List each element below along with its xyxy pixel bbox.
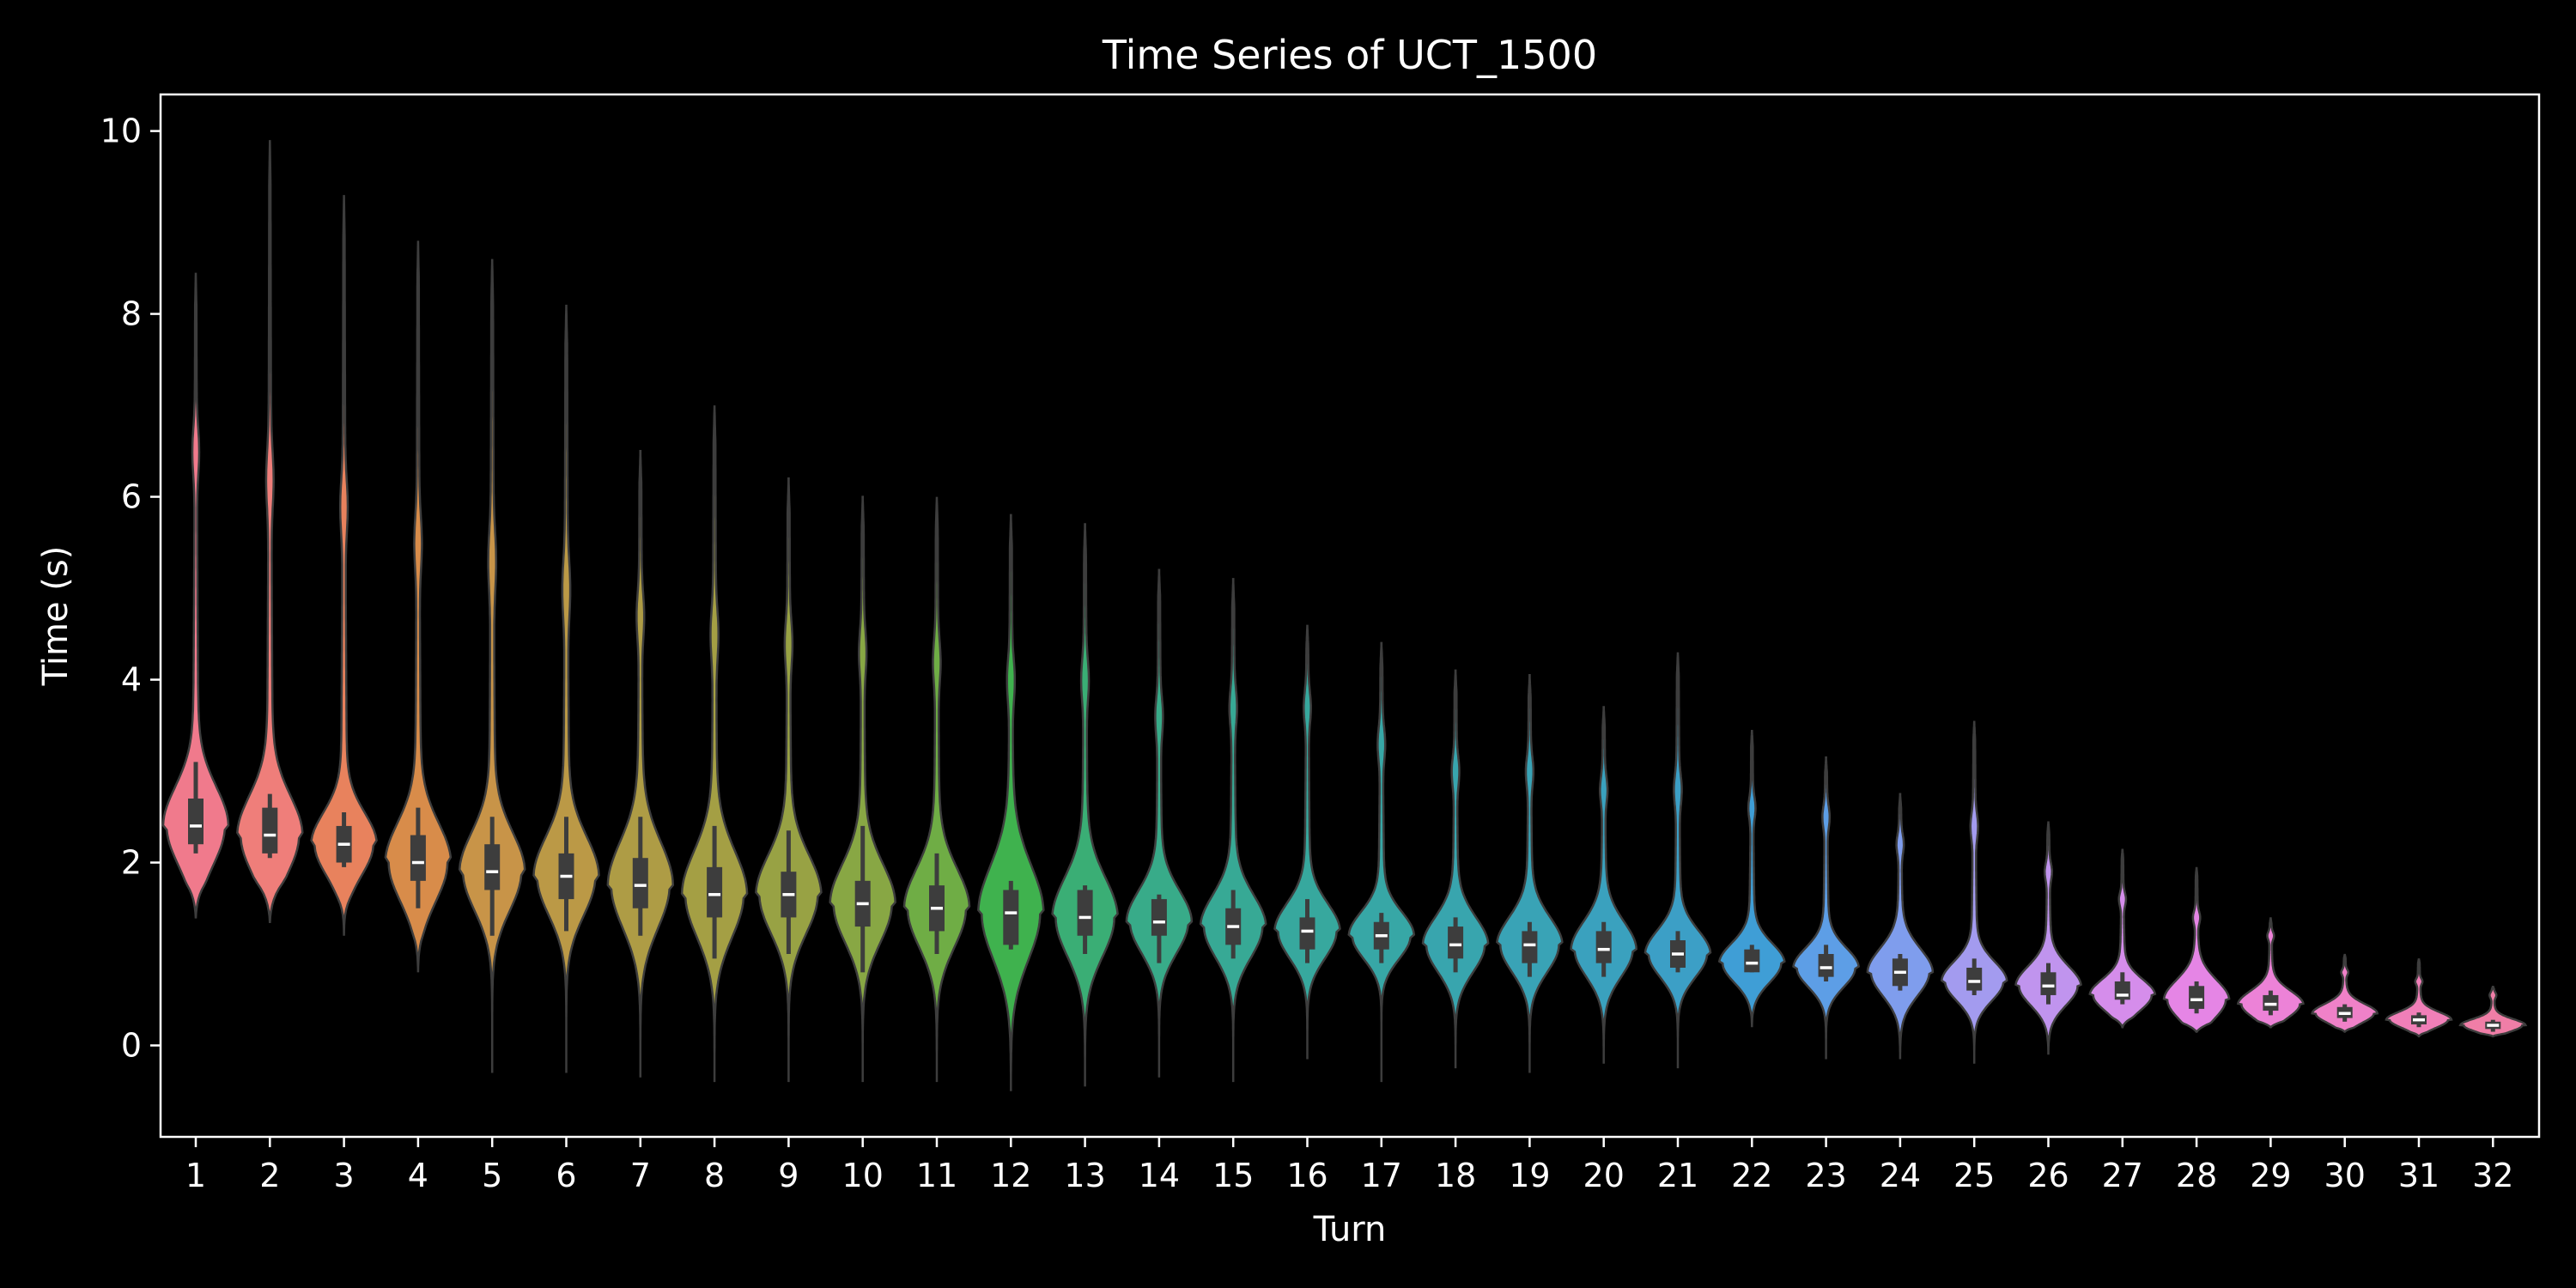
y-tick-label-8: 8 xyxy=(121,295,142,333)
y-tick-label-6: 6 xyxy=(121,478,142,516)
violin-turn-23 xyxy=(1792,756,1860,1060)
box-turn-16 xyxy=(1299,917,1315,950)
box-turn-2 xyxy=(262,807,278,854)
violin-turn-31 xyxy=(2385,958,2453,1038)
violin-turn-27 xyxy=(2088,848,2157,1029)
box-turn-5 xyxy=(484,844,501,890)
box-turn-7 xyxy=(632,858,648,908)
box-turn-25 xyxy=(1966,967,1983,991)
box-turn-4 xyxy=(410,835,426,881)
x-tick-label-19: 19 xyxy=(1509,1157,1550,1194)
y-axis-label: Time (s) xyxy=(36,546,76,687)
x-tick-label-31: 31 xyxy=(2398,1157,2439,1194)
box-turn-20 xyxy=(1595,931,1612,963)
violin-turn-13 xyxy=(1051,523,1119,1087)
y-tick-label-4: 4 xyxy=(121,661,142,699)
x-tick-label-9: 9 xyxy=(778,1157,799,1194)
violin-turn-10 xyxy=(829,495,896,1083)
x-tick-label-15: 15 xyxy=(1212,1157,1254,1194)
violin-turn-24 xyxy=(1866,793,1935,1060)
chart-title: Time Series of UCT_1500 xyxy=(1102,32,1597,78)
violin-turn-17 xyxy=(1347,641,1416,1083)
violin-turn-9 xyxy=(755,477,823,1083)
y-tick-label-2: 2 xyxy=(121,844,142,882)
x-tick-label-16: 16 xyxy=(1286,1157,1327,1194)
x-tick-label-3: 3 xyxy=(334,1157,355,1194)
plot-frame xyxy=(159,93,2541,1139)
x-tick-label-30: 30 xyxy=(2324,1157,2366,1194)
box-turn-18 xyxy=(1448,927,1464,959)
violin-turn-28 xyxy=(2162,866,2231,1033)
violin-turn-32 xyxy=(2458,985,2528,1038)
violin-turn-22 xyxy=(1717,730,1786,1028)
box-turn-26 xyxy=(2040,972,2057,995)
violin-turn-3 xyxy=(310,195,378,936)
x-tick-label-4: 4 xyxy=(408,1157,428,1194)
violin-turn-21 xyxy=(1643,652,1712,1069)
box-turn-19 xyxy=(1522,931,1538,963)
y-tick-label-0: 0 xyxy=(121,1027,142,1065)
x-tick-label-1: 1 xyxy=(185,1157,206,1194)
violin-turn-26 xyxy=(2014,821,2082,1055)
x-tick-label-24: 24 xyxy=(1880,1157,1921,1194)
x-axis: 1 2 3 4 5 6 7 8 9 10 11 12 13 14 15 16 17 18 19 20 21 22 23 24 2… xyxy=(185,1137,2513,1194)
x-tick-label-29: 29 xyxy=(2250,1157,2291,1194)
x-tick-label-18: 18 xyxy=(1435,1157,1476,1194)
violin-turn-20 xyxy=(1570,706,1637,1064)
violin-turn-2 xyxy=(236,140,304,923)
x-tick-label-17: 17 xyxy=(1361,1157,1402,1194)
x-tick-label-12: 12 xyxy=(990,1157,1031,1194)
x-tick-label-2: 2 xyxy=(259,1157,280,1194)
box-turn-28 xyxy=(2189,986,2205,1009)
x-tick-label-32: 32 xyxy=(2472,1157,2513,1194)
x-tick-label-27: 27 xyxy=(2102,1157,2143,1194)
x-tick-label-28: 28 xyxy=(2176,1157,2217,1194)
violin-turn-15 xyxy=(1199,578,1267,1083)
violins-layer xyxy=(161,140,2528,1091)
x-tick-label-14: 14 xyxy=(1139,1157,1180,1194)
x-tick-label-22: 22 xyxy=(1731,1157,1772,1194)
x-axis-label: Turn xyxy=(1313,1210,1387,1249)
box-turn-13 xyxy=(1077,890,1093,936)
box-turn-27 xyxy=(2114,981,2130,1000)
box-turn-14 xyxy=(1151,899,1167,936)
x-tick-label-20: 20 xyxy=(1583,1157,1625,1194)
x-tick-label-7: 7 xyxy=(630,1157,651,1194)
box-turn-1 xyxy=(188,798,204,845)
violin-turn-4 xyxy=(384,240,453,973)
box-turn-22 xyxy=(1744,949,1760,973)
box-turn-12 xyxy=(1003,890,1019,945)
violin-turn-7 xyxy=(606,450,675,1078)
violin-turn-19 xyxy=(1496,673,1564,1073)
x-tick-label-21: 21 xyxy=(1657,1157,1698,1194)
x-tick-label-5: 5 xyxy=(482,1157,502,1194)
y-axis: 0 2 4 6 8 10 xyxy=(100,112,161,1065)
violin-turn-29 xyxy=(2236,917,2305,1029)
x-tick-label-23: 23 xyxy=(1805,1157,1846,1194)
x-tick-label-13: 13 xyxy=(1064,1157,1105,1194)
violin-turn-16 xyxy=(1273,624,1341,1060)
x-tick-label-25: 25 xyxy=(1953,1157,1995,1194)
violin-turn-12 xyxy=(977,513,1045,1091)
x-tick-label-10: 10 xyxy=(842,1157,884,1194)
y-tick-label-10: 10 xyxy=(100,112,142,150)
violin-turn-1 xyxy=(161,272,230,919)
violin-turn-14 xyxy=(1125,568,1194,1078)
violin-turn-30 xyxy=(2311,953,2379,1033)
x-tick-label-11: 11 xyxy=(916,1157,957,1194)
violin-turn-8 xyxy=(680,405,749,1083)
violin-turn-6 xyxy=(532,304,600,1073)
box-turn-23 xyxy=(1818,954,1834,977)
x-tick-label-6: 6 xyxy=(556,1157,576,1194)
box-turn-8 xyxy=(707,866,723,918)
violin-turn-11 xyxy=(902,496,971,1083)
violin-turn-5 xyxy=(458,258,526,1073)
x-tick-label-26: 26 xyxy=(2027,1157,2069,1194)
violin-turn-25 xyxy=(1940,720,2008,1064)
x-tick-label-8: 8 xyxy=(704,1157,725,1194)
violin-turn-18 xyxy=(1421,669,1490,1069)
